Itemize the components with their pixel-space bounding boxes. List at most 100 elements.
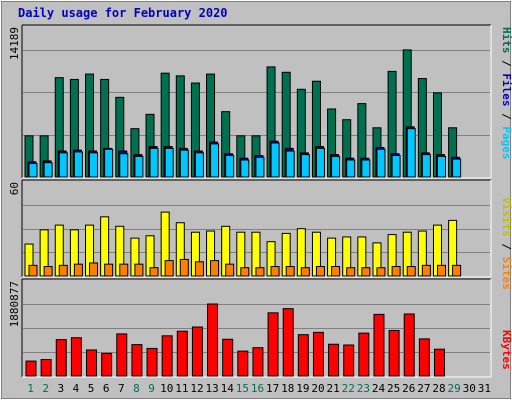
bar-sites bbox=[149, 267, 159, 277]
bar-sites bbox=[391, 266, 401, 277]
bar-pages bbox=[270, 142, 280, 178]
bar-pages bbox=[300, 154, 310, 178]
day-label: 7 bbox=[118, 382, 125, 395]
bar-pages bbox=[346, 159, 356, 178]
bar-pages bbox=[210, 143, 220, 178]
bar-pages bbox=[240, 159, 250, 178]
bar-sites bbox=[361, 267, 371, 277]
bar-kbytes bbox=[358, 332, 370, 377]
bar-sites bbox=[270, 266, 280, 277]
day-label: 20 bbox=[311, 382, 324, 395]
bar-sites bbox=[452, 264, 462, 277]
bar-sites bbox=[285, 266, 295, 277]
bar-pages bbox=[104, 148, 114, 178]
bar-kbytes bbox=[176, 330, 188, 377]
day-label: 9 bbox=[148, 382, 155, 395]
legend-pages: Pages bbox=[500, 126, 512, 159]
day-label: 24 bbox=[372, 382, 386, 395]
bar-pages bbox=[194, 152, 204, 178]
bar-pages bbox=[58, 152, 68, 178]
bar-pages bbox=[164, 147, 174, 178]
bar-pages bbox=[436, 155, 446, 178]
day-label: 29 bbox=[448, 382, 461, 395]
bar-kbytes bbox=[207, 303, 219, 377]
bar-pages bbox=[89, 152, 99, 178]
bar-pages bbox=[452, 158, 462, 178]
day-label: 27 bbox=[417, 382, 430, 395]
chart-title: Daily usage for February 2020 bbox=[18, 6, 228, 20]
day-label: 30 bbox=[463, 382, 476, 395]
day-label: 26 bbox=[402, 382, 415, 395]
bar-sites bbox=[179, 258, 189, 277]
bar-sites bbox=[194, 261, 204, 277]
day-label: 10 bbox=[160, 382, 173, 395]
bar-kbytes bbox=[282, 308, 294, 377]
bar-kbytes bbox=[388, 329, 400, 377]
bar-kbytes bbox=[403, 313, 415, 377]
bar-sites bbox=[346, 267, 356, 277]
day-label: 21 bbox=[327, 382, 340, 395]
bar-pages bbox=[43, 162, 53, 178]
bar-kbytes bbox=[191, 326, 203, 377]
legend-files: Files bbox=[500, 73, 512, 106]
day-label: 4 bbox=[73, 382, 80, 395]
bar-pages bbox=[331, 155, 341, 178]
day-label: 18 bbox=[281, 382, 294, 395]
legend-sep: / bbox=[500, 237, 512, 257]
day-label: 6 bbox=[103, 382, 110, 395]
y-max-label: 14189 bbox=[8, 27, 21, 60]
legend-kbytes: KBytes bbox=[500, 330, 512, 370]
bar-pages bbox=[391, 155, 401, 178]
legend-sep: / bbox=[500, 107, 512, 127]
bar-kbytes bbox=[131, 344, 143, 377]
bar-sites bbox=[104, 263, 114, 277]
bar-sites bbox=[331, 266, 341, 277]
bar-sites bbox=[43, 266, 53, 277]
bar-kbytes bbox=[237, 350, 249, 377]
bar-sites bbox=[406, 266, 416, 277]
day-label: 22 bbox=[342, 382, 355, 395]
bar-kbytes bbox=[328, 343, 340, 377]
day-label: 1 bbox=[27, 382, 34, 395]
bar-kbytes bbox=[40, 359, 52, 377]
bar-pages bbox=[421, 154, 431, 178]
day-label: 19 bbox=[296, 382, 309, 395]
bar-pages bbox=[149, 147, 159, 178]
bar-pages bbox=[179, 149, 189, 178]
bar-sites bbox=[315, 266, 325, 277]
bar-sites bbox=[421, 264, 431, 277]
bar-sites bbox=[225, 263, 235, 277]
bar-sites bbox=[119, 263, 129, 277]
day-label: 8 bbox=[133, 382, 140, 395]
y-max-label: 60 bbox=[8, 182, 21, 195]
bar-kbytes bbox=[70, 337, 82, 377]
bar-pages bbox=[285, 150, 295, 178]
bar-sites bbox=[240, 267, 250, 277]
legend-visits: Visits bbox=[500, 197, 512, 237]
day-label: 11 bbox=[175, 382, 188, 395]
day-label: 25 bbox=[387, 382, 400, 395]
legend-sep: / bbox=[500, 54, 512, 74]
day-label: 3 bbox=[58, 382, 65, 395]
bar-pages bbox=[73, 151, 83, 178]
bar-sites bbox=[210, 260, 220, 277]
day-label: 5 bbox=[88, 382, 95, 395]
legend-kbytes: KBytes bbox=[500, 330, 512, 370]
bar-sites bbox=[58, 264, 68, 277]
day-label: 12 bbox=[190, 382, 203, 395]
bar-pages bbox=[119, 153, 129, 178]
bar-kbytes bbox=[267, 312, 279, 377]
day-label: 2 bbox=[42, 382, 49, 395]
bar-sites bbox=[436, 264, 446, 277]
bar-kbytes bbox=[146, 347, 158, 377]
bar-sites bbox=[300, 267, 310, 277]
bar-sites bbox=[255, 267, 265, 277]
bar-kbytes bbox=[297, 334, 309, 377]
bar-pages bbox=[361, 159, 371, 178]
bar-sites bbox=[89, 262, 99, 277]
bar-kbytes bbox=[116, 333, 128, 377]
day-label: 13 bbox=[205, 382, 218, 395]
